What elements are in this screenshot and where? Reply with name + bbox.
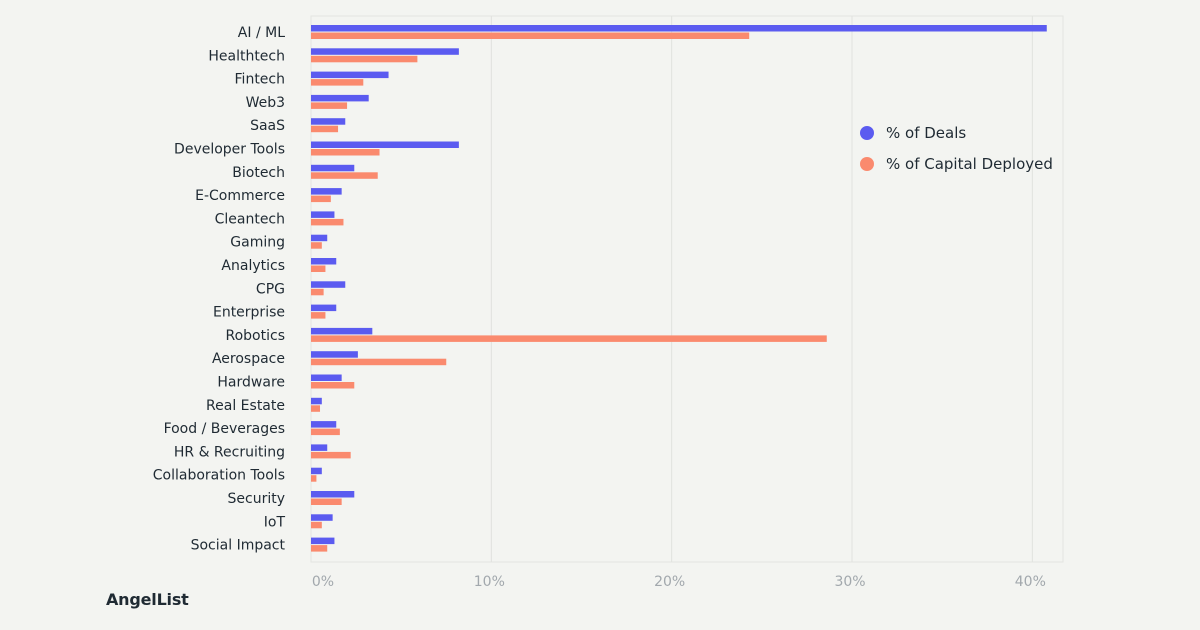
plot-background [310, 15, 1064, 563]
capital-bar [311, 172, 378, 179]
deals-bar [311, 188, 342, 195]
grid-lines [490, 16, 1033, 562]
x-tick-label: 40% [1015, 574, 1046, 590]
category-label: Aerospace [212, 351, 285, 367]
deals-bar [311, 25, 1047, 32]
capital-bar [311, 521, 322, 529]
category-label: Cleantech [215, 211, 285, 227]
deals-bar [311, 444, 328, 451]
deals-bar [311, 258, 337, 265]
capital-bar [311, 218, 344, 226]
category-label: CPG [256, 281, 285, 297]
deals-bar [311, 397, 322, 405]
x-tick-label: 20% [654, 574, 685, 590]
capital-bar [311, 358, 447, 366]
legend: % of Deals % of Capital Deployed [860, 124, 1053, 173]
x-tick-label: 0% [312, 574, 334, 590]
capital-bar [311, 451, 351, 459]
deals-bar [311, 374, 342, 381]
capital-bar [311, 498, 342, 505]
deals-bar [311, 514, 333, 521]
category-label: Developer Tools [174, 142, 285, 158]
capital-bar [311, 312, 326, 319]
deals-bar [311, 467, 322, 475]
capital-bar [311, 475, 317, 482]
category-label: Food / Beverages [164, 421, 285, 437]
legend-label: % of Deals [886, 124, 966, 142]
deals-bar [311, 211, 335, 218]
capital-bar [311, 335, 827, 342]
category-label: Healthtech [208, 48, 285, 64]
capital-bar [311, 102, 348, 109]
category-label: Analytics [221, 258, 285, 274]
x-tick-label: 10% [474, 574, 505, 590]
deals-bar [311, 48, 459, 55]
bars [311, 25, 1047, 552]
category-label: Biotech [232, 165, 285, 181]
category-label: Security [228, 491, 286, 507]
category-label: Social Impact [191, 538, 286, 554]
capital-bar [311, 55, 418, 63]
category-label: HR & Recruiting [174, 444, 285, 460]
legend-label: % of Capital Deployed [886, 155, 1053, 173]
capital-bar [311, 428, 340, 436]
deals-bar [311, 118, 346, 125]
capital-bar [311, 195, 331, 203]
deals-bar [311, 491, 355, 498]
deals-bar [311, 327, 373, 335]
x-tick-label: 30% [834, 574, 865, 590]
deals-bar [311, 141, 459, 148]
category-labels: AI / ML Healthtech Fintech Web3 SaaS Develope… [153, 25, 286, 554]
category-label: Hardware [217, 375, 285, 391]
legend-deals-marker [860, 126, 874, 140]
category-label: Enterprise [213, 305, 285, 321]
deals-bar [311, 164, 355, 172]
category-label: Web3 [246, 95, 285, 111]
category-label: E-Commerce [195, 188, 285, 204]
deals-bar [311, 351, 358, 358]
capital-bar [311, 265, 326, 272]
capital-bar [311, 242, 322, 249]
angellist-logo: AngelList [106, 590, 189, 609]
deals-bar [311, 304, 337, 312]
capital-bar [311, 288, 324, 296]
category-label: Collaboration Tools [153, 468, 285, 484]
capital-bar [311, 382, 355, 389]
capital-bar [311, 32, 750, 39]
category-label: Gaming [230, 235, 285, 251]
deals-bar [311, 234, 328, 242]
category-label: SaaS [250, 118, 285, 134]
x-axis-ticks: 0% 10% 20% 30% 40% [312, 574, 1046, 590]
deals-bar [311, 281, 346, 288]
deals-bar [311, 537, 335, 545]
capital-bar [311, 405, 321, 412]
capital-bar [311, 149, 380, 156]
category-label: Robotics [226, 328, 286, 344]
deals-bar [311, 421, 337, 428]
capital-bar [311, 545, 328, 552]
category-label: Real Estate [206, 398, 285, 414]
deals-bar [311, 71, 389, 79]
capital-bar [311, 79, 364, 86]
category-label: IoT [264, 514, 286, 530]
capital-bar [311, 125, 339, 133]
category-label: Fintech [235, 72, 285, 88]
category-label: AI / ML [238, 25, 285, 41]
deals-bar [311, 94, 369, 102]
legend-capital-marker [860, 157, 874, 171]
